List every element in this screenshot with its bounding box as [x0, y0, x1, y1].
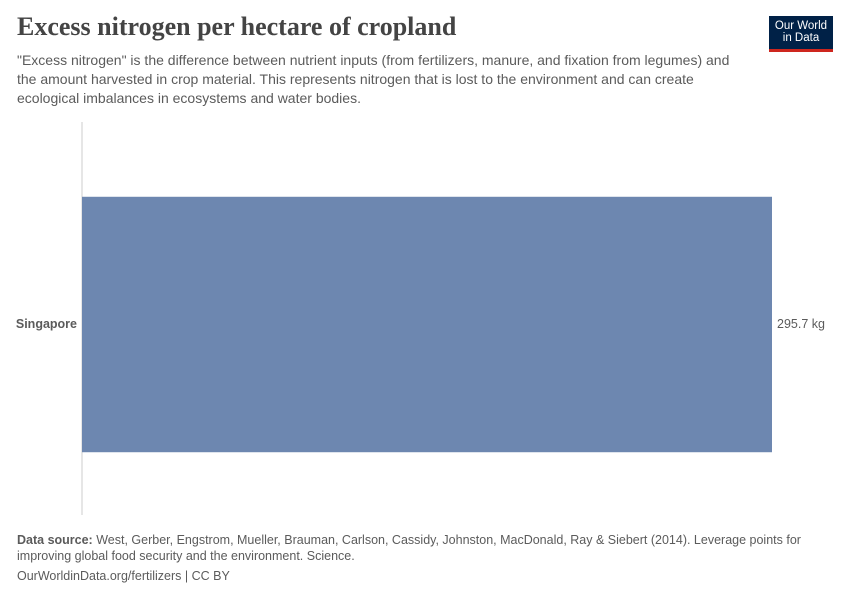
chart-title: Excess nitrogen per hectare of cropland [17, 12, 457, 41]
value-label: 295.7 kg [777, 317, 825, 331]
source-label: Data source: [17, 533, 93, 547]
logo-line: Our World [774, 20, 828, 32]
logo[interactable]: Our World in Data [769, 16, 833, 52]
source-text: West, Gerber, Engstrom, Mueller, Brauman… [17, 533, 801, 563]
chart-subtitle: "Excess nitrogen" is the difference betw… [17, 52, 730, 106]
logo-line: in Data [782, 32, 820, 44]
footer[interactable]: OurWorldinData.org/fertilizers | CC BY [17, 569, 230, 583]
source: Data source: West, Gerber, Engstrom, Mue… [17, 532, 807, 564]
bar [82, 196, 772, 453]
category-label: Singapore [16, 317, 77, 331]
